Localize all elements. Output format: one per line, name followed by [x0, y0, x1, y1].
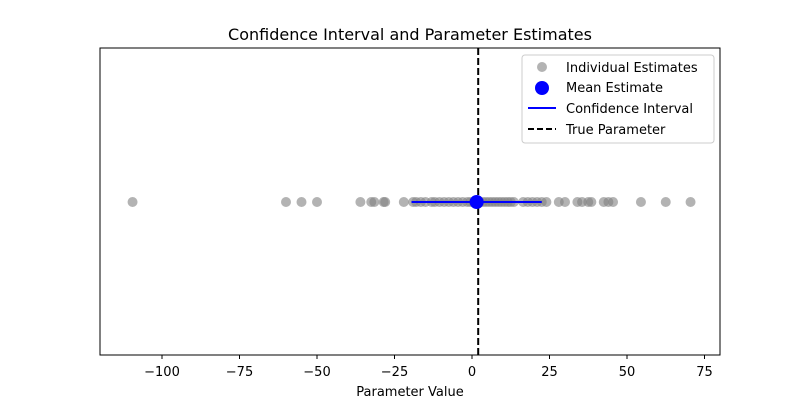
legend-marker-individual-estimates [537, 62, 547, 72]
individual-estimate-point [398, 197, 409, 207]
x-tick-label: −50 [303, 365, 330, 380]
legend-label-individual-estimates: Individual Estimates [566, 61, 698, 76]
legend: Individual Estimates Mean Estimate Confi… [521, 54, 715, 144]
x-tick-label: 50 [619, 365, 636, 380]
individual-estimate-point [127, 197, 138, 207]
individual-estimate-point [312, 197, 322, 207]
individual-estimate-point [281, 197, 291, 207]
plot-frame [99, 47, 721, 356]
individual-estimate-point [608, 197, 619, 207]
x-tick-label: −75 [226, 365, 253, 380]
individual-estimate-point [685, 197, 696, 207]
individual-estimate-point [296, 197, 307, 207]
x-tick-label: 0 [468, 365, 476, 380]
legend-box [521, 54, 715, 144]
plot-area [127, 48, 696, 355]
mean-estimate-point [469, 195, 484, 209]
individual-estimate-point [660, 197, 671, 207]
legend-label-confidence-interval: Confidence Interval [566, 102, 693, 117]
individual-estimate-point [635, 197, 646, 207]
individual-estimate-point [369, 197, 380, 207]
x-tick-label: −100 [144, 365, 180, 380]
legend-label-mean-estimate: Mean Estimate [566, 81, 663, 96]
x-axis-label: Parameter Value [356, 385, 463, 400]
legend-label-true-parameter: True Parameter [565, 123, 666, 138]
x-tick-label: 25 [541, 365, 558, 380]
individual-estimate-point [380, 197, 391, 207]
chart-title: Confidence Interval and Parameter Estima… [228, 25, 592, 44]
individual-estimate-point [355, 197, 366, 207]
x-tick-label: 75 [696, 365, 713, 380]
x-axis: −100 −75 −50 −25 0 25 50 75 [144, 355, 713, 380]
individual-estimate-point [560, 197, 570, 207]
individual-estimate-point [586, 197, 597, 207]
individual-estimate-point [541, 197, 552, 207]
legend-marker-mean-estimate [535, 81, 549, 95]
x-tick-label: −25 [381, 365, 408, 380]
